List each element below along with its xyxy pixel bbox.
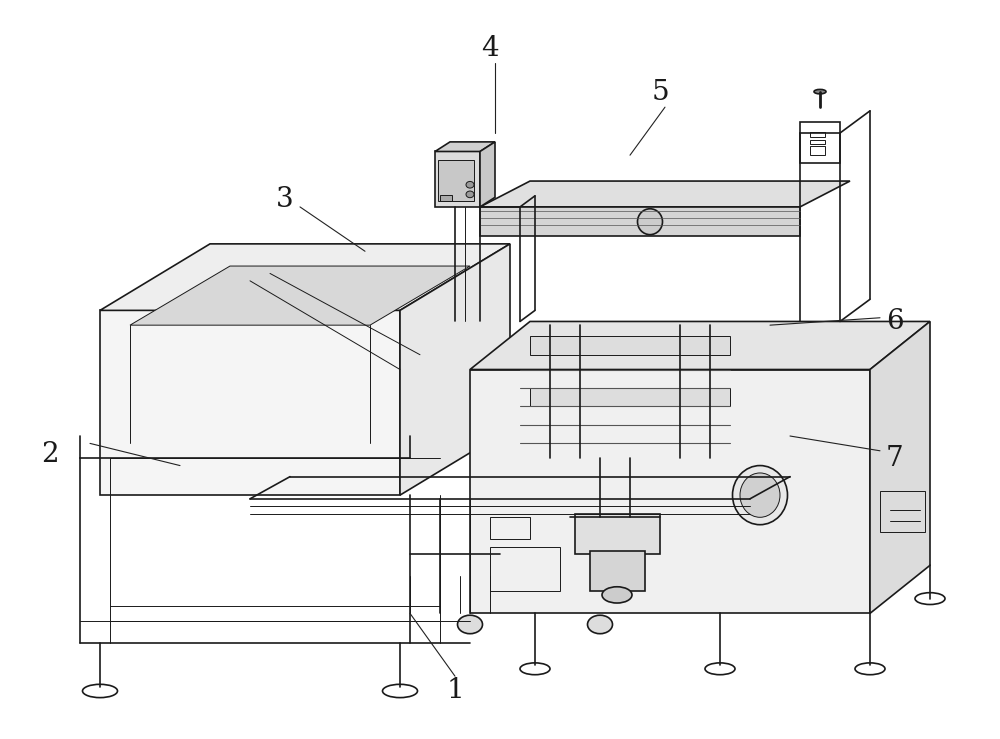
Bar: [490, 547, 560, 591]
Text: 5: 5: [651, 79, 669, 106]
Bar: [590, 551, 645, 591]
Text: 4: 4: [481, 35, 499, 61]
Bar: [438, 160, 474, 201]
Ellipse shape: [602, 587, 632, 603]
Ellipse shape: [740, 473, 780, 517]
Bar: [530, 336, 730, 355]
Polygon shape: [480, 207, 800, 236]
Bar: [800, 122, 840, 163]
Bar: [575, 514, 660, 554]
Bar: [530, 388, 730, 406]
Polygon shape: [435, 142, 495, 151]
Polygon shape: [480, 181, 850, 207]
Polygon shape: [400, 244, 510, 495]
Ellipse shape: [466, 182, 474, 188]
Polygon shape: [470, 321, 930, 370]
Text: 7: 7: [886, 445, 904, 471]
Text: 6: 6: [886, 308, 904, 335]
Bar: [810, 132, 825, 137]
Ellipse shape: [466, 191, 474, 198]
Polygon shape: [100, 244, 510, 310]
Ellipse shape: [732, 466, 788, 525]
Polygon shape: [435, 151, 480, 207]
Polygon shape: [130, 266, 470, 325]
Bar: [810, 146, 825, 155]
Text: 1: 1: [446, 678, 464, 704]
Bar: [440, 195, 452, 201]
Ellipse shape: [814, 89, 826, 94]
Polygon shape: [100, 310, 400, 495]
Text: 3: 3: [276, 186, 294, 213]
Polygon shape: [480, 142, 495, 207]
Ellipse shape: [458, 615, 482, 634]
Text: 2: 2: [41, 441, 59, 468]
Bar: [810, 140, 825, 144]
Polygon shape: [870, 321, 930, 613]
Bar: [880, 491, 925, 532]
Ellipse shape: [638, 209, 662, 235]
Bar: [490, 517, 530, 539]
Ellipse shape: [588, 615, 612, 634]
Polygon shape: [470, 370, 870, 613]
